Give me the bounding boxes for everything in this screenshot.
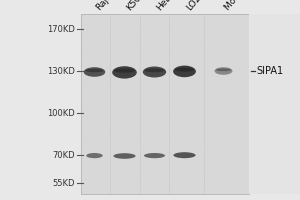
Ellipse shape bbox=[113, 153, 136, 159]
Text: K562: K562 bbox=[124, 0, 146, 12]
Text: Raji: Raji bbox=[94, 0, 112, 12]
Text: 70KD: 70KD bbox=[52, 150, 75, 160]
Ellipse shape bbox=[216, 69, 231, 71]
Ellipse shape bbox=[144, 153, 165, 158]
Text: 130KD: 130KD bbox=[47, 66, 75, 75]
Text: SIPA1: SIPA1 bbox=[256, 66, 284, 76]
Ellipse shape bbox=[173, 66, 196, 77]
Ellipse shape bbox=[112, 66, 137, 79]
Text: 100KD: 100KD bbox=[47, 108, 75, 117]
Text: 55KD: 55KD bbox=[52, 178, 75, 188]
Ellipse shape bbox=[86, 153, 103, 158]
Text: 170KD: 170KD bbox=[47, 24, 75, 33]
Ellipse shape bbox=[173, 152, 196, 158]
Ellipse shape bbox=[214, 67, 232, 75]
Bar bbox=[249, 14, 300, 194]
Ellipse shape bbox=[114, 68, 135, 73]
Ellipse shape bbox=[145, 68, 164, 72]
Ellipse shape bbox=[175, 68, 194, 72]
Ellipse shape bbox=[143, 66, 166, 77]
Bar bbox=[81, 14, 249, 194]
Text: LO2: LO2 bbox=[184, 0, 202, 12]
Ellipse shape bbox=[84, 67, 105, 77]
Ellipse shape bbox=[85, 69, 104, 72]
Text: Mouse spleen: Mouse spleen bbox=[224, 0, 270, 12]
Text: HeLa: HeLa bbox=[154, 0, 176, 12]
